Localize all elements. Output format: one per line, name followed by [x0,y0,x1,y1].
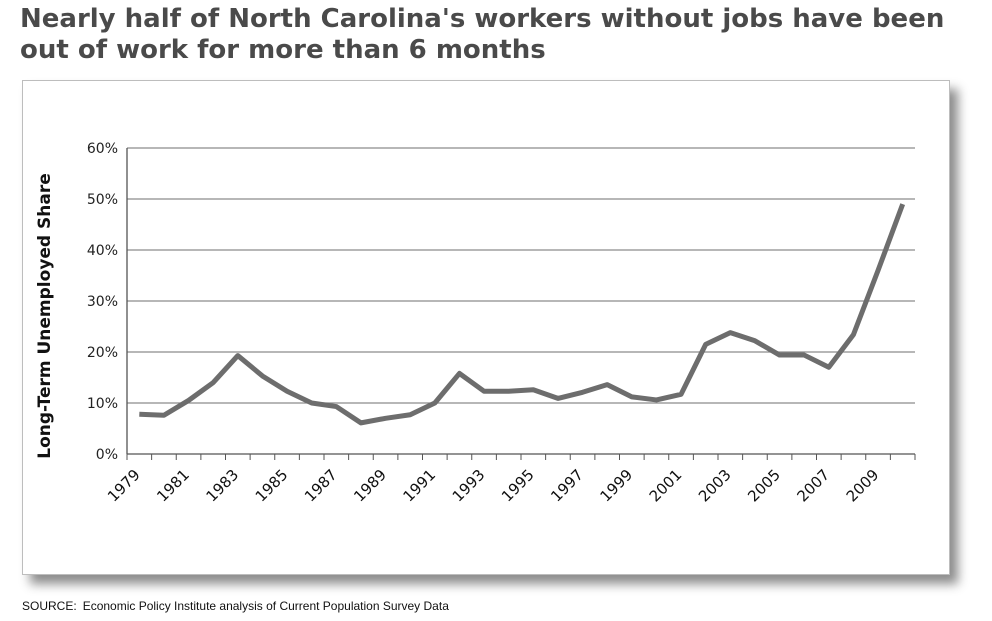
x-tick-label: 1993 [449,466,489,506]
y-tick-label: 50% [87,192,118,208]
x-tick-label: 2003 [695,466,735,506]
chart-frame: 0% 10% 20% 30% 40% 50% 60% 1979 1981 1983 1985 198… [22,80,950,575]
y-tick-label: 30% [87,294,118,310]
x-tick-label: 1997 [547,466,587,506]
x-tick-label: 1999 [596,466,636,506]
y-tick-labels: 0% 10% 20% 30% 40% 50% 60% [87,141,118,463]
y-tick-label: 0% [96,447,118,463]
x-tick-label: 1985 [252,466,292,506]
gridlines [127,147,915,404]
axes [126,148,916,460]
x-tick-label: 1995 [498,466,538,506]
y-tick-label: 10% [87,396,118,412]
y-tick-label: 40% [87,243,118,259]
y-axis-label: Long-Term Unemployed Share [35,173,55,458]
x-tick-label: 1987 [301,466,341,506]
x-tick-label: 1979 [104,466,144,506]
series-group [139,203,906,426]
x-tick-label: 1989 [350,466,390,506]
line-chart: 0%10%20%30%40%50%60% 1979 1981 1983 1985 198… [35,141,916,506]
x-tick-label: 1983 [202,466,242,506]
x-tick-label: 2001 [646,466,686,506]
chart-title: Nearly half of North Carolina's workers … [20,4,945,65]
y-tick-label: 20% [87,345,118,361]
x-tick-label: 2007 [793,466,833,506]
x-tick-label: 1981 [153,466,193,506]
source-text: Economic Policy Institute analysis of Cu… [82,599,449,613]
x-tick-label: 2005 [744,466,784,506]
x-tick-label: 1991 [399,466,439,506]
y-tick-label: 60% [87,141,118,157]
x-tick-label: 2009 [843,466,883,506]
series-line [139,203,906,426]
x-tick-labels: 1979 1981 1983 1985 1987 1989 1991 1993 1995 1997… [104,466,882,506]
source-label: SOURCE: [22,599,77,613]
source-note: SOURCE: Economic Policy Institute analysi… [22,599,449,613]
